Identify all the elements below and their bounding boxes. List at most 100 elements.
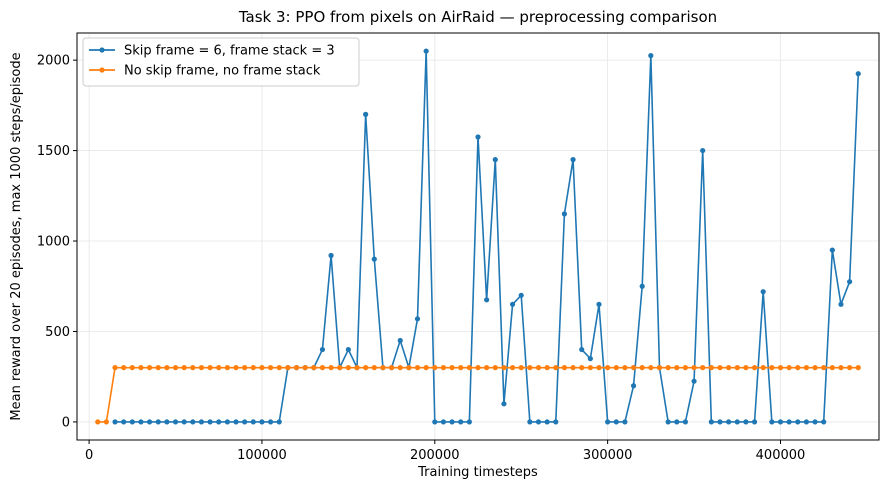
series-1-point-0 [95,419,101,425]
series-1-point-32 [371,365,377,371]
series-1-point-72 [717,365,723,371]
series-0-point-18 [267,419,274,425]
series-1-point-26 [319,365,326,371]
series-0-point-57 [605,419,611,425]
series-0-point-66 [682,419,689,425]
legend-marker-1 [99,67,105,73]
series-1-point-13 [207,365,213,371]
series-1-point-61 [622,365,628,371]
series-1-point-45 [484,365,490,371]
series-0-point-53 [570,157,576,163]
series-0-point-2 [129,419,135,425]
series-1-point-49 [518,365,524,371]
series-0-point-43 [484,297,490,303]
series-0-point-35 [414,316,421,322]
series-1-point-38 [423,365,429,371]
series-0-point-69 [708,419,714,425]
series-0-point-6 [164,419,170,425]
series-0-point-1 [121,419,127,425]
series-1-point-85 [829,365,835,371]
series-1-point-88 [855,365,861,371]
series-1-point-23 [293,365,300,371]
series-1-point-84 [821,365,827,371]
x-axis-title: Training timesteps [417,465,538,480]
series-1-point-47 [501,365,507,371]
series-1-point-87 [847,365,853,371]
series-1-point-7 [155,365,161,371]
series-0-point-33 [397,337,403,344]
legend-entry-1: No skip frame, no frame stack [89,64,321,79]
series-1-point-17 [242,365,248,371]
series-1-point-18 [250,365,256,371]
series-1-point-48 [509,365,516,371]
series-0-point-55 [587,356,593,362]
series-1-point-79 [777,365,784,371]
series-0-point-3 [138,419,144,425]
series-0-point-76 [769,419,775,425]
series-0-point-77 [777,419,784,425]
series-1-point-52 [544,365,550,371]
legend: Skip frame = 6, frame stack = 3 No skip … [82,37,360,87]
series-1-point-71 [708,365,714,371]
x-tick-label-4: 400000 [756,448,806,463]
series-1-point-65 [656,365,663,371]
series-0-point-14 [233,419,239,425]
series-1-point-37 [414,365,421,371]
series-0-point-9 [190,419,196,425]
series-1-point-30 [354,365,360,371]
grid [77,33,879,440]
x-tick-label-1: 100000 [237,448,287,463]
series-1-point-80 [786,365,792,371]
series-1-point-34 [388,365,395,371]
series-1-point-15 [224,365,230,371]
series-1-point-12 [198,365,205,371]
series-1-point-54 [561,365,568,371]
series-1-point-41 [449,365,455,371]
series-1-point-59 [605,365,611,371]
series-0-point-67 [691,378,697,384]
series-1-point-43 [466,365,472,371]
legend-label-0: Skip frame = 6, frame stack = 3 [124,44,335,59]
series-1-point-6 [146,365,153,371]
series-0-point-61 [639,283,645,289]
legend-marker-0 [99,47,105,53]
series-0-point-47 [518,292,524,298]
series-0-point-12 [216,419,222,425]
series-1-point-56 [579,365,585,371]
ticks: 0 100000 200000 300000 400000 0 500 1000 1500 200… [37,54,805,463]
series-0-point-17 [259,419,265,425]
series-1-point-10 [181,365,187,371]
series-1-point-3 [121,365,127,371]
series-1-point-19 [259,365,265,371]
series-1-point-40 [440,365,447,371]
series-1-point-57 [587,365,593,371]
series-1-point-2 [112,365,118,371]
series-1-point-83 [812,365,818,371]
series-0-point-13 [224,419,230,425]
series-0-point-80 [803,419,810,425]
series-0-point-71 [726,419,732,425]
series-0-point-59 [622,419,628,425]
series-0-point-62 [648,53,654,59]
legend-box [82,37,360,87]
series-1-point-77 [760,365,766,371]
series-0-point-86 [855,71,861,77]
series-0-point-24 [319,346,326,353]
series-1 [95,365,861,425]
x-tick-label-3: 300000 [583,448,633,463]
series-0-point-15 [242,419,248,425]
series-0-point-82 [821,419,827,425]
series-1-point-60 [613,365,619,371]
series-1-point-44 [475,365,481,371]
series-0-point-46 [509,301,516,307]
series-1-point-35 [397,365,403,371]
y-tick-label-0: 0 [62,415,70,430]
series-1-point-68 [682,365,689,371]
series-1-point-62 [630,365,637,371]
y-tick-label-2: 1000 [37,235,70,250]
series-1-point-64 [648,365,654,371]
series-1-point-14 [216,365,222,371]
series-0-point-72 [734,419,740,425]
series-0-point-16 [250,419,256,425]
series-1-point-46 [492,365,498,371]
